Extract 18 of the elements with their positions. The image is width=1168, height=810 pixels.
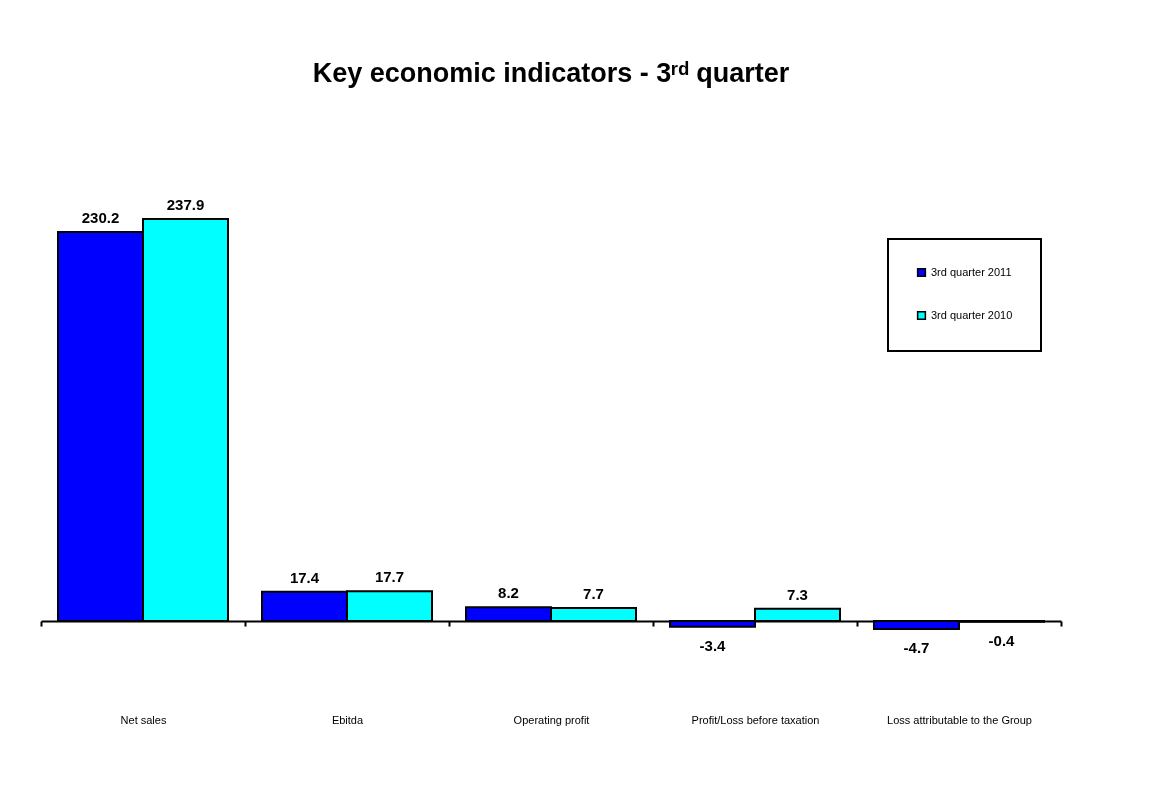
x-tick-label: Operating profit: [513, 713, 590, 726]
chart-title: Key economic indicators - 3ʳᵈ quarter: [312, 58, 790, 88]
x-tick-label: Ebitda: [331, 713, 364, 726]
data-label: 7.7: [583, 585, 604, 603]
x-tick-label: Loss attributable to the Group: [887, 713, 1032, 726]
x-tick-label: Net sales: [120, 713, 167, 726]
data-label: 237.9: [166, 196, 205, 213]
data-label: 7.3: [787, 585, 808, 603]
legend-label: 3rd quarter 2011: [931, 265, 1012, 278]
data-label: 17.4: [289, 568, 320, 586]
legend-label: 3rd quarter 2010: [931, 308, 1013, 321]
data-label: 17.7: [374, 568, 405, 586]
data-label: 230.2: [81, 209, 120, 227]
data-label: -4.7: [903, 639, 930, 656]
data-label: -0.4: [988, 631, 1016, 649]
data-label: -3.4: [699, 636, 727, 654]
data-label: 8.2: [498, 584, 519, 602]
x-tick-label: Profit/Loss before taxation: [691, 713, 820, 726]
